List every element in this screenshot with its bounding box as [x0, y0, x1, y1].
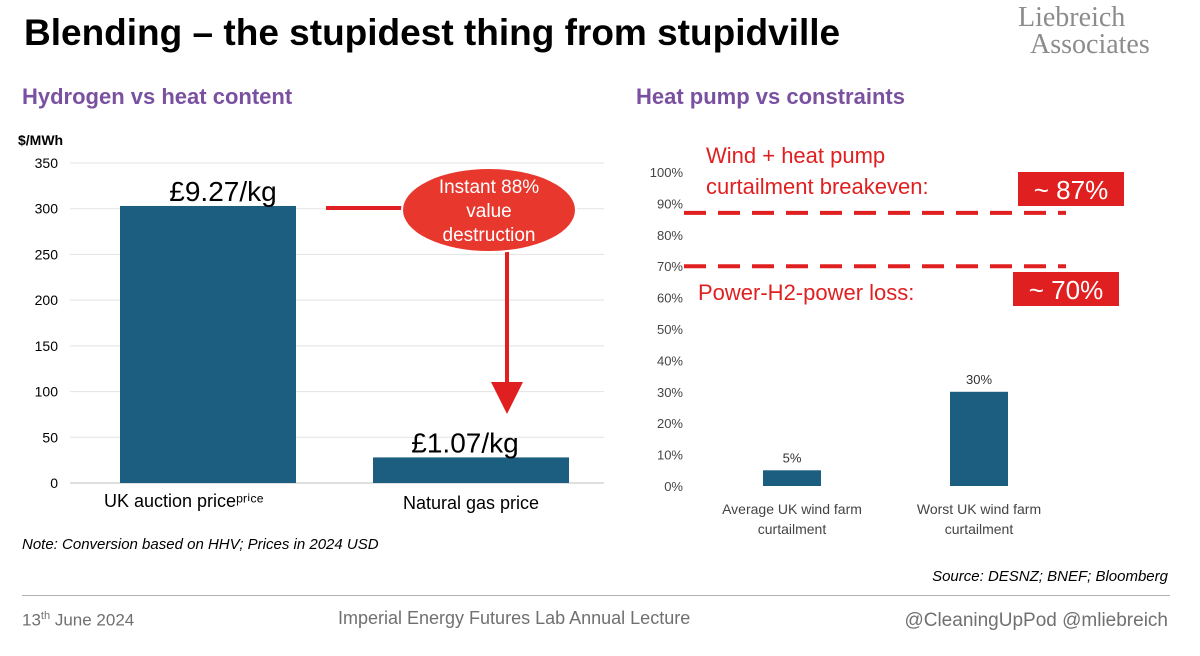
y-tick-label: 20%: [657, 416, 683, 431]
threshold-badge-text: ~ 87%: [1034, 175, 1108, 205]
date-rest: June 2024: [50, 610, 135, 630]
y-tick-label: 150: [35, 338, 59, 354]
callout-text: Instant 88%: [439, 177, 539, 198]
x-category-label: Average UK wind farm: [722, 501, 862, 517]
data-label: 5%: [783, 450, 802, 465]
liebreich-associates-logo: Liebreich Associates: [1016, 2, 1178, 62]
footer-social-handles: @CleaningUpPod @mliebreich: [904, 610, 1168, 631]
y-tick-label: 90%: [657, 196, 683, 211]
slide-title: Blending – the stupidest thing from stup…: [24, 12, 841, 53]
data-label: £1.07/kg: [411, 427, 518, 458]
threshold-badge: [1018, 172, 1124, 206]
y-tick-label: 60%: [657, 291, 683, 306]
x-category-label: curtailment: [758, 521, 827, 537]
threshold-badge-text: ~ 70%: [1029, 275, 1103, 305]
logo-line-2: Associates: [1030, 29, 1150, 60]
hydrogen-vs-heat-chart: 0 50 100 150 200 250 300 350 $/MWh £9.27/kg £1.0…: [18, 132, 604, 513]
y-tick-label: 100: [35, 384, 59, 400]
footer-lecture-title: Imperial Energy Futures Lab Annual Lectu…: [338, 608, 691, 628]
threshold-label: curtailment breakeven:: [706, 174, 929, 199]
date-suffix: th: [40, 610, 51, 622]
heat-pump-vs-constraints-chart: 0%10%20%30%40%50%60%70%80%90%100% 5%30% …: [650, 143, 1124, 537]
y-tick-label: 250: [35, 246, 59, 262]
y-tick-label: 0%: [664, 479, 683, 494]
x-category-label: UK auction priceᵖʳⁱᶜᵉ: [104, 491, 264, 511]
conversion-note: Note: Conversion based on HHV; Prices in…: [22, 536, 379, 553]
y-tick-label: 50: [42, 429, 58, 445]
y-tick-label: 200: [35, 292, 59, 308]
y-tick-label: 300: [35, 201, 59, 217]
threshold-label: Power-H2-power loss:: [698, 280, 914, 305]
y-tick-label: 70%: [657, 259, 683, 274]
data-label: £9.27/kg: [169, 176, 276, 207]
callout-bubble: [401, 167, 577, 253]
x-category-label: Natural gas price: [403, 493, 539, 513]
y-tick-label: 80%: [657, 228, 683, 243]
threshold-label: Wind + heat pump: [706, 143, 885, 168]
bar-1: [120, 205, 296, 483]
bar-2: [373, 457, 569, 483]
footer-divider: [22, 595, 1170, 596]
source-note: Source: DESNZ; BNEF; Bloomberg: [932, 568, 1168, 585]
footer-date: 13th June 2024: [22, 610, 134, 631]
callout-text: value: [466, 201, 511, 222]
x-category-label: Worst UK wind farm: [917, 501, 1041, 517]
right-chart-subtitle: Heat pump vs constraints: [636, 84, 905, 109]
date-day: 13: [22, 610, 41, 630]
y-tick-label: 0: [50, 475, 58, 491]
y-tick-label: 10%: [657, 448, 683, 463]
y-tick-label: 350: [35, 155, 59, 171]
x-category-label: curtailment: [945, 521, 1014, 537]
logo-line-1: Liebreich: [1018, 2, 1126, 33]
bar-1: [763, 470, 821, 486]
y-tick-label: 50%: [657, 322, 683, 337]
threshold-badge: [1013, 272, 1119, 306]
bar-2: [950, 391, 1008, 486]
left-chart-subtitle: Hydrogen vs heat content: [22, 84, 293, 109]
y-axis-label: $/MWh: [18, 132, 63, 148]
y-tick-label: 30%: [657, 385, 683, 400]
callout-text: destruction: [443, 225, 536, 246]
y-tick-label: 100%: [650, 165, 684, 180]
y-tick-label: 40%: [657, 353, 683, 368]
data-label: 30%: [966, 372, 992, 387]
